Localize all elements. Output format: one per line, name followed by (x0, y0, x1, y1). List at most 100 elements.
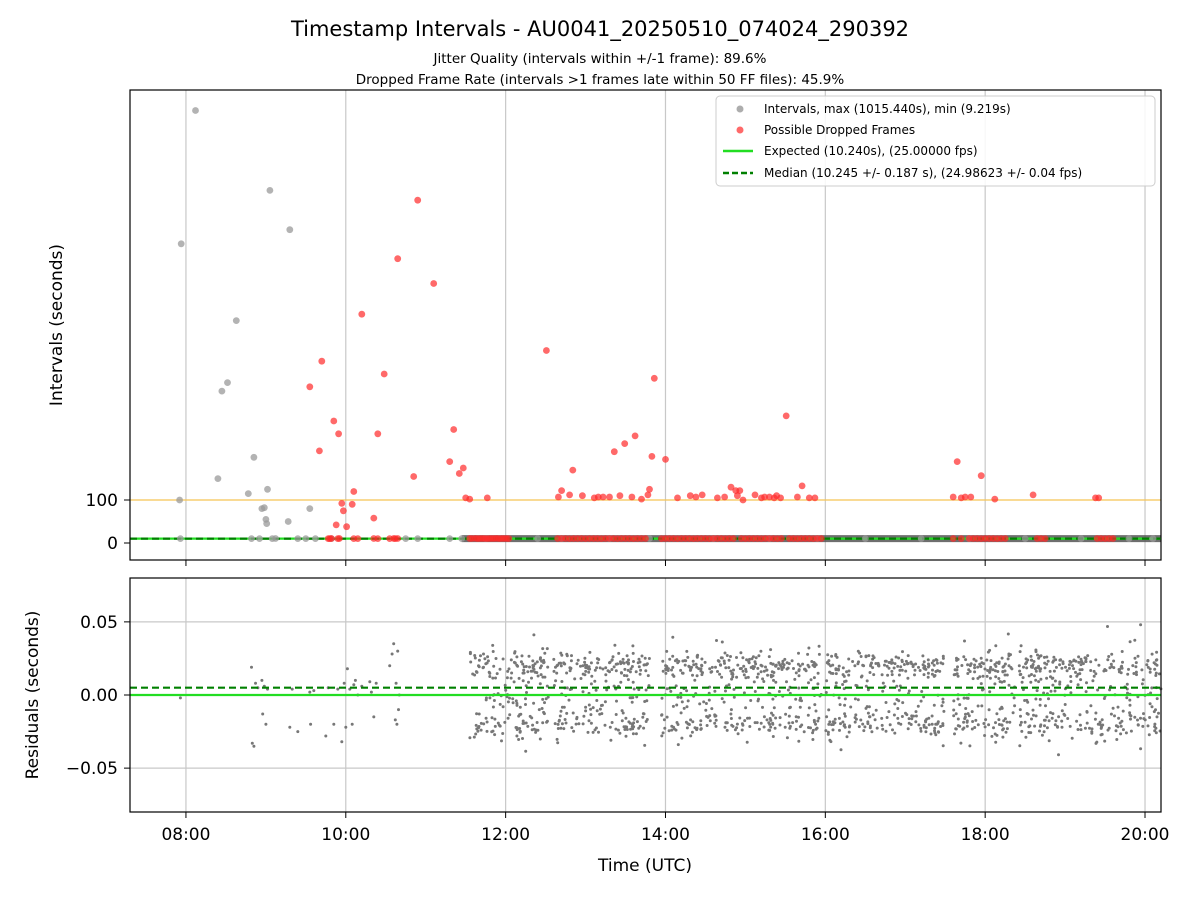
residual-point (797, 674, 801, 678)
residual-point (1049, 689, 1053, 693)
dropped-frame-point (354, 535, 362, 542)
residual-point (1132, 672, 1136, 675)
dropped-frame-point (414, 196, 422, 204)
residual-point (1019, 714, 1022, 718)
residual-point (870, 730, 874, 734)
residual-point (936, 730, 940, 734)
residual-point (645, 718, 649, 721)
residual-point (1133, 656, 1137, 660)
residual-point (910, 717, 914, 721)
residual-point (865, 705, 869, 709)
residual-point (1042, 730, 1046, 734)
residual-point (587, 703, 591, 707)
residual-point (736, 663, 740, 667)
residual-point (881, 727, 885, 731)
residual-point (966, 712, 970, 716)
residual-point (1072, 667, 1076, 671)
residual-point (629, 667, 633, 671)
residual-point (1139, 623, 1143, 627)
residual-point (807, 665, 811, 669)
residual-point (1129, 717, 1132, 721)
residual-point (827, 662, 831, 666)
residual-point (519, 660, 523, 664)
dropped-frame-point (727, 483, 735, 491)
residual-point (491, 650, 495, 653)
residual-point (771, 674, 775, 678)
residual-point (755, 675, 759, 679)
residual-point (1047, 739, 1051, 743)
residual-point (997, 677, 1001, 680)
residual-point (1121, 709, 1125, 713)
residual-point (332, 722, 336, 726)
residual-point (488, 675, 492, 678)
residual-point (679, 711, 683, 715)
residual-point (942, 709, 946, 713)
residual-point (1052, 655, 1056, 659)
residual-point (610, 721, 614, 724)
residual-point (752, 665, 756, 669)
residuals-y-axis-label: Residuals (seconds) (23, 611, 43, 780)
residual-point (485, 661, 489, 665)
residual-point (759, 649, 763, 653)
residual-point (922, 666, 926, 670)
chart-subtitle-jitter: Jitter Quality (intervals within +/-1 fr… (433, 51, 767, 67)
residual-point (532, 633, 536, 637)
residual-point (1008, 720, 1012, 724)
residual-point (516, 664, 520, 668)
residual-point (254, 681, 257, 685)
residual-point (914, 662, 918, 666)
intervals-panel: 0 100 Intervals (seconds) Intervals, max … (47, 89, 1162, 566)
residual-point (804, 669, 808, 673)
dropped-frame-point (450, 426, 458, 433)
residual-point (987, 708, 991, 712)
residual-point (1142, 712, 1145, 716)
residual-point (1109, 662, 1113, 666)
residual-point (603, 700, 607, 704)
residual-point (1060, 719, 1064, 723)
residual-point (1149, 691, 1153, 695)
residual-point (510, 671, 514, 675)
residual-point (631, 680, 635, 684)
residual-point (397, 708, 400, 712)
dropped-frame-point (811, 494, 819, 502)
residual-point (1153, 667, 1157, 671)
residual-point (517, 676, 521, 680)
residual-point (965, 696, 969, 700)
residual-point (1030, 658, 1034, 662)
residual-point (628, 670, 632, 674)
residual-point (1018, 669, 1022, 673)
residual-point (809, 726, 812, 730)
residual-point (619, 680, 623, 684)
residual-point (843, 680, 846, 684)
residual-point (558, 714, 562, 718)
residual-point (594, 726, 598, 730)
residual-point (885, 664, 889, 668)
residual-point (1070, 736, 1074, 740)
dropped-frame-point (430, 280, 438, 287)
residual-point (576, 658, 580, 662)
residual-point (685, 689, 689, 693)
residual-point (786, 688, 790, 692)
residual-point (488, 696, 492, 700)
residual-point (1157, 672, 1161, 676)
residual-point (1118, 668, 1122, 672)
residual-point (615, 699, 618, 703)
residual-point (543, 651, 547, 655)
dropped-frame-point (410, 473, 418, 480)
residual-point (723, 651, 727, 655)
residual-point (1139, 747, 1143, 751)
residual-point (670, 668, 673, 672)
residual-point (585, 663, 589, 667)
residual-point (888, 723, 892, 727)
residual-point (686, 655, 690, 659)
residual-point (309, 722, 313, 726)
residual-point (531, 659, 535, 663)
residual-point (1003, 662, 1007, 666)
residual-point (1128, 703, 1132, 707)
residual-point (575, 662, 579, 666)
residual-point (952, 699, 956, 703)
residual-point (926, 671, 930, 675)
residual-point (725, 728, 729, 732)
residual-point (1076, 728, 1080, 731)
residual-point (1049, 675, 1052, 679)
